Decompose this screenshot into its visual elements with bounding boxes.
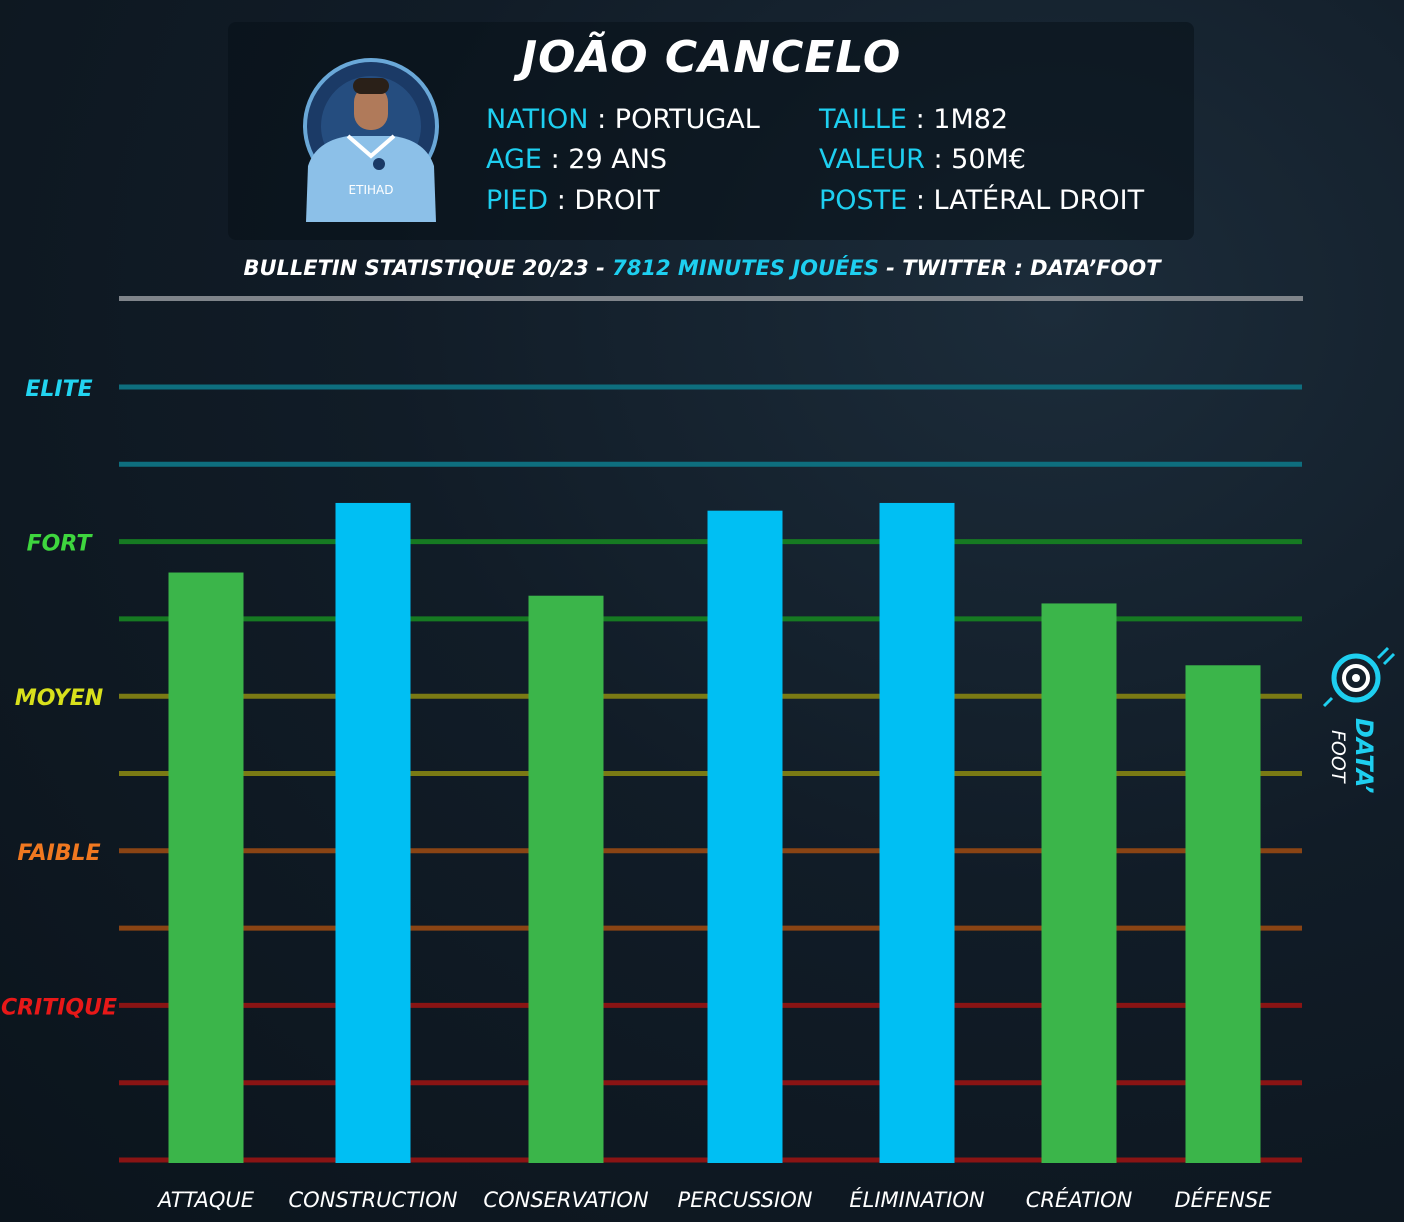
category-label-3: PERCUSSION xyxy=(678,1188,813,1212)
info-nation: NATION : PORTUGAL xyxy=(486,104,760,135)
category-label-5: CRÉATION xyxy=(1026,1187,1133,1212)
category-label-2: CONSERVATION xyxy=(483,1188,648,1212)
subtitle: BULLETIN STATISTIQUE 20/23 - 7812 MINUTE… xyxy=(243,256,1161,280)
level-label-elite: ELITE xyxy=(25,377,92,402)
player-card: ETIHAD JOÃO CANCELO NATION : PORTUGAL AG… xyxy=(228,22,1194,240)
info-height: TAILLE : 1M82 xyxy=(819,104,1009,135)
category-label-1: CONSTRUCTION xyxy=(289,1188,458,1212)
info-value: VALEUR : 50M€ xyxy=(819,144,1026,175)
player-name: JOÃO CANCELO xyxy=(520,32,902,83)
info-position: POSTE : LATÉRAL DROIT xyxy=(819,185,1145,216)
logo-line1: DATA’ xyxy=(1350,718,1378,793)
level-label-fort: FORT xyxy=(27,532,94,557)
category-label-4: ÉLIMINATION xyxy=(849,1187,985,1212)
level-label-moyen: MOYEN xyxy=(15,686,103,711)
level-label-faible: FAIBLE xyxy=(17,841,100,866)
svg-text:ETIHAD: ETIHAD xyxy=(349,183,394,197)
logo-line2: FOOT xyxy=(1327,730,1349,784)
datafoot-logo: DATA’ FOOT xyxy=(1322,646,1396,793)
bar-0 xyxy=(168,572,244,1163)
level-label-critique: CRITIQUE xyxy=(1,995,117,1020)
info-foot: PIED : DROIT xyxy=(486,185,660,216)
bar-2 xyxy=(528,595,604,1163)
bar-6 xyxy=(1185,665,1261,1163)
category-label-0: ATTAQUE xyxy=(156,1188,255,1212)
bar-5 xyxy=(1041,603,1117,1163)
bar-4 xyxy=(879,502,955,1163)
bar-3 xyxy=(707,510,783,1163)
header-divider xyxy=(119,296,1303,301)
info-age: AGE : 29 ANS xyxy=(486,144,668,175)
player-photo: ETIHAD xyxy=(303,58,439,222)
category-label-6: DÉFENSE xyxy=(1174,1187,1272,1212)
bar-1 xyxy=(335,502,411,1163)
